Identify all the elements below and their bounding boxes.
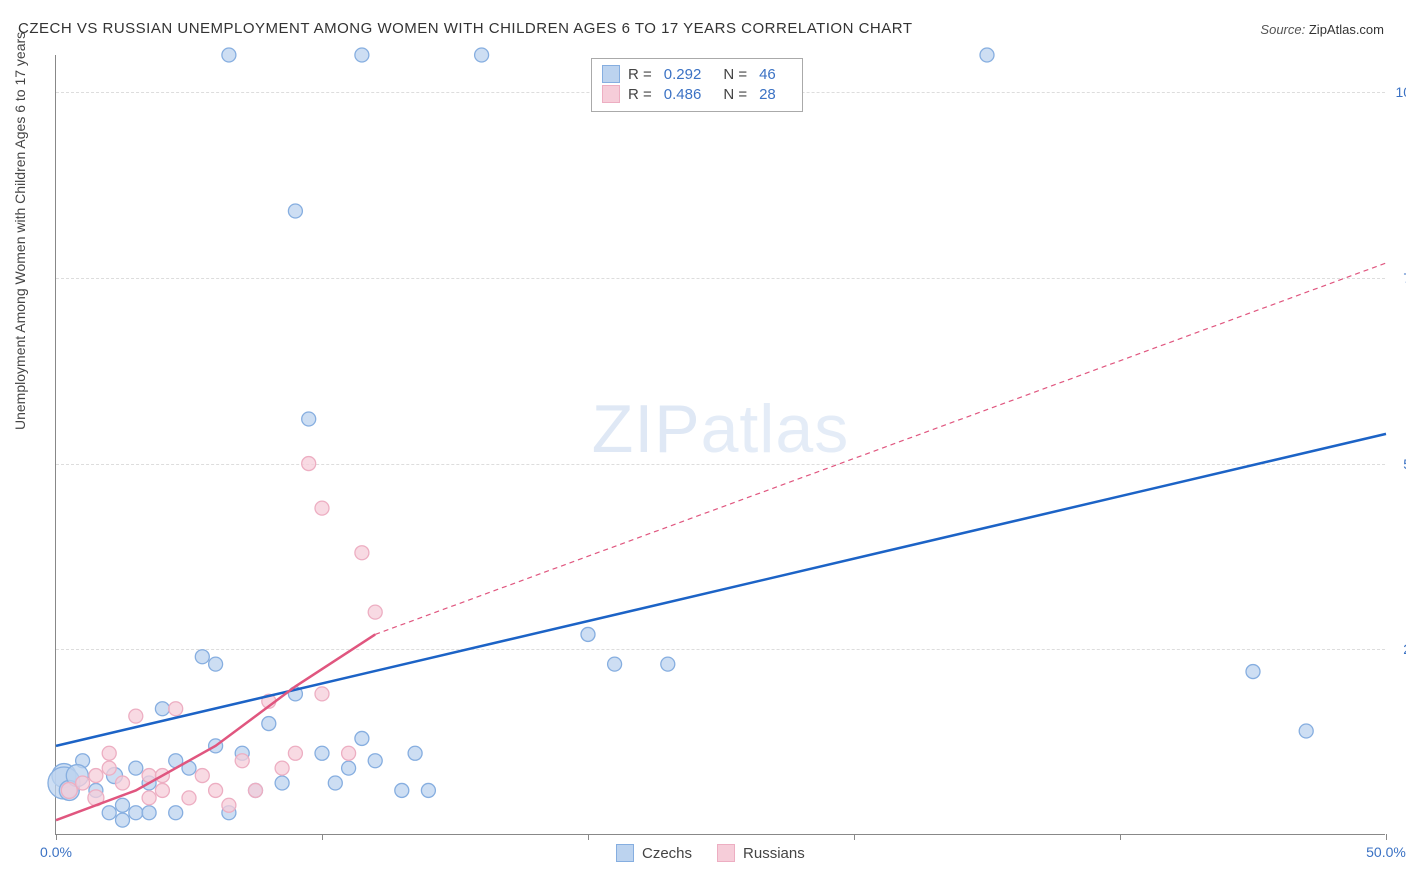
- y-tick-label: 50.0%: [1393, 456, 1406, 472]
- R-label: R =: [628, 66, 652, 83]
- N-label: N =: [723, 86, 747, 103]
- series-legend: Czechs Russians: [616, 844, 805, 862]
- legend-label-russians: Russians: [743, 845, 805, 862]
- swatch-czechs: [616, 844, 634, 862]
- source-label: Source:: [1260, 22, 1305, 37]
- stats-legend: R = 0.292 N = 46 R = 0.486 N = 28: [591, 58, 803, 112]
- y-tick-label: 75.0%: [1393, 270, 1406, 286]
- plot-area: ZIPatlas R = 0.292 N = 46 R = 0.486 N = …: [55, 55, 1385, 835]
- y-tick-label: 100.0%: [1393, 84, 1406, 100]
- stats-row-russians: R = 0.486 N = 28: [602, 85, 790, 103]
- swatch-czechs: [602, 65, 620, 83]
- legend-label-czechs: Czechs: [642, 845, 692, 862]
- swatch-russians: [602, 85, 620, 103]
- stats-row-czechs: R = 0.292 N = 46: [602, 65, 790, 83]
- chart-title: CZECH VS RUSSIAN UNEMPLOYMENT AMONG WOME…: [18, 20, 912, 37]
- N-label: N =: [723, 66, 747, 83]
- R-value-russians: 0.486: [664, 86, 702, 103]
- legend-item-czechs: Czechs: [616, 844, 692, 862]
- swatch-russians: [717, 844, 735, 862]
- legend-item-russians: Russians: [717, 844, 805, 862]
- R-label: R =: [628, 86, 652, 103]
- source-value: ZipAtlas.com: [1309, 22, 1384, 37]
- x-tick-label: 0.0%: [40, 844, 72, 860]
- y-tick-label: 25.0%: [1393, 641, 1406, 657]
- source-credit: Source: ZipAtlas.com: [1260, 22, 1384, 37]
- x-tick-label: 50.0%: [1366, 844, 1406, 860]
- N-value-czechs: 46: [759, 66, 776, 83]
- y-axis-label: Unemployment Among Women with Children A…: [12, 32, 28, 430]
- plot-svg: [56, 55, 1385, 834]
- R-value-czechs: 0.292: [664, 66, 702, 83]
- N-value-russians: 28: [759, 86, 776, 103]
